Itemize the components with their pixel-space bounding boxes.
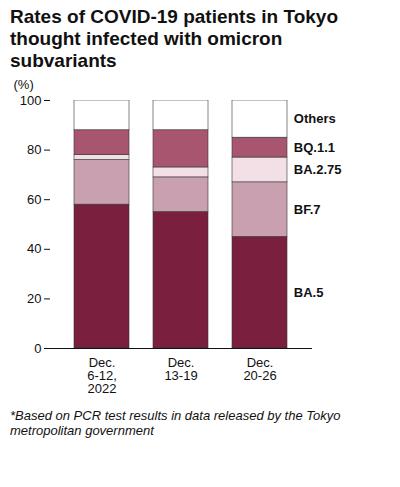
svg-text:40: 40 [27, 241, 41, 256]
svg-text:(%): (%) [14, 76, 34, 91]
svg-text:Dec.13-19: Dec.13-19 [164, 354, 197, 382]
svg-text:Dec.20-26: Dec.20-26 [243, 354, 276, 382]
svg-text:BF.7: BF.7 [294, 201, 321, 216]
svg-text:100: 100 [20, 92, 42, 107]
svg-text:20: 20 [27, 291, 41, 306]
svg-text:Others: Others [294, 111, 336, 126]
svg-text:BA.2.75: BA.2.75 [294, 162, 342, 177]
svg-text:BQ.1.1: BQ.1.1 [294, 139, 335, 154]
svg-text:80: 80 [27, 142, 41, 157]
svg-text:0: 0 [34, 340, 41, 355]
html-text:Rates of COVID-19 patients in: Rates of COVID-19 patients in Tokyo thou… [10, 6, 338, 71]
svg-text:BA.5: BA.5 [294, 284, 324, 299]
svg-text:Dec.6-12,2022: Dec.6-12,2022 [87, 354, 117, 395]
svg-text:60: 60 [27, 191, 41, 206]
html-text:*Based on PCR test results in: *Based on PCR test results in data relea… [10, 407, 341, 439]
